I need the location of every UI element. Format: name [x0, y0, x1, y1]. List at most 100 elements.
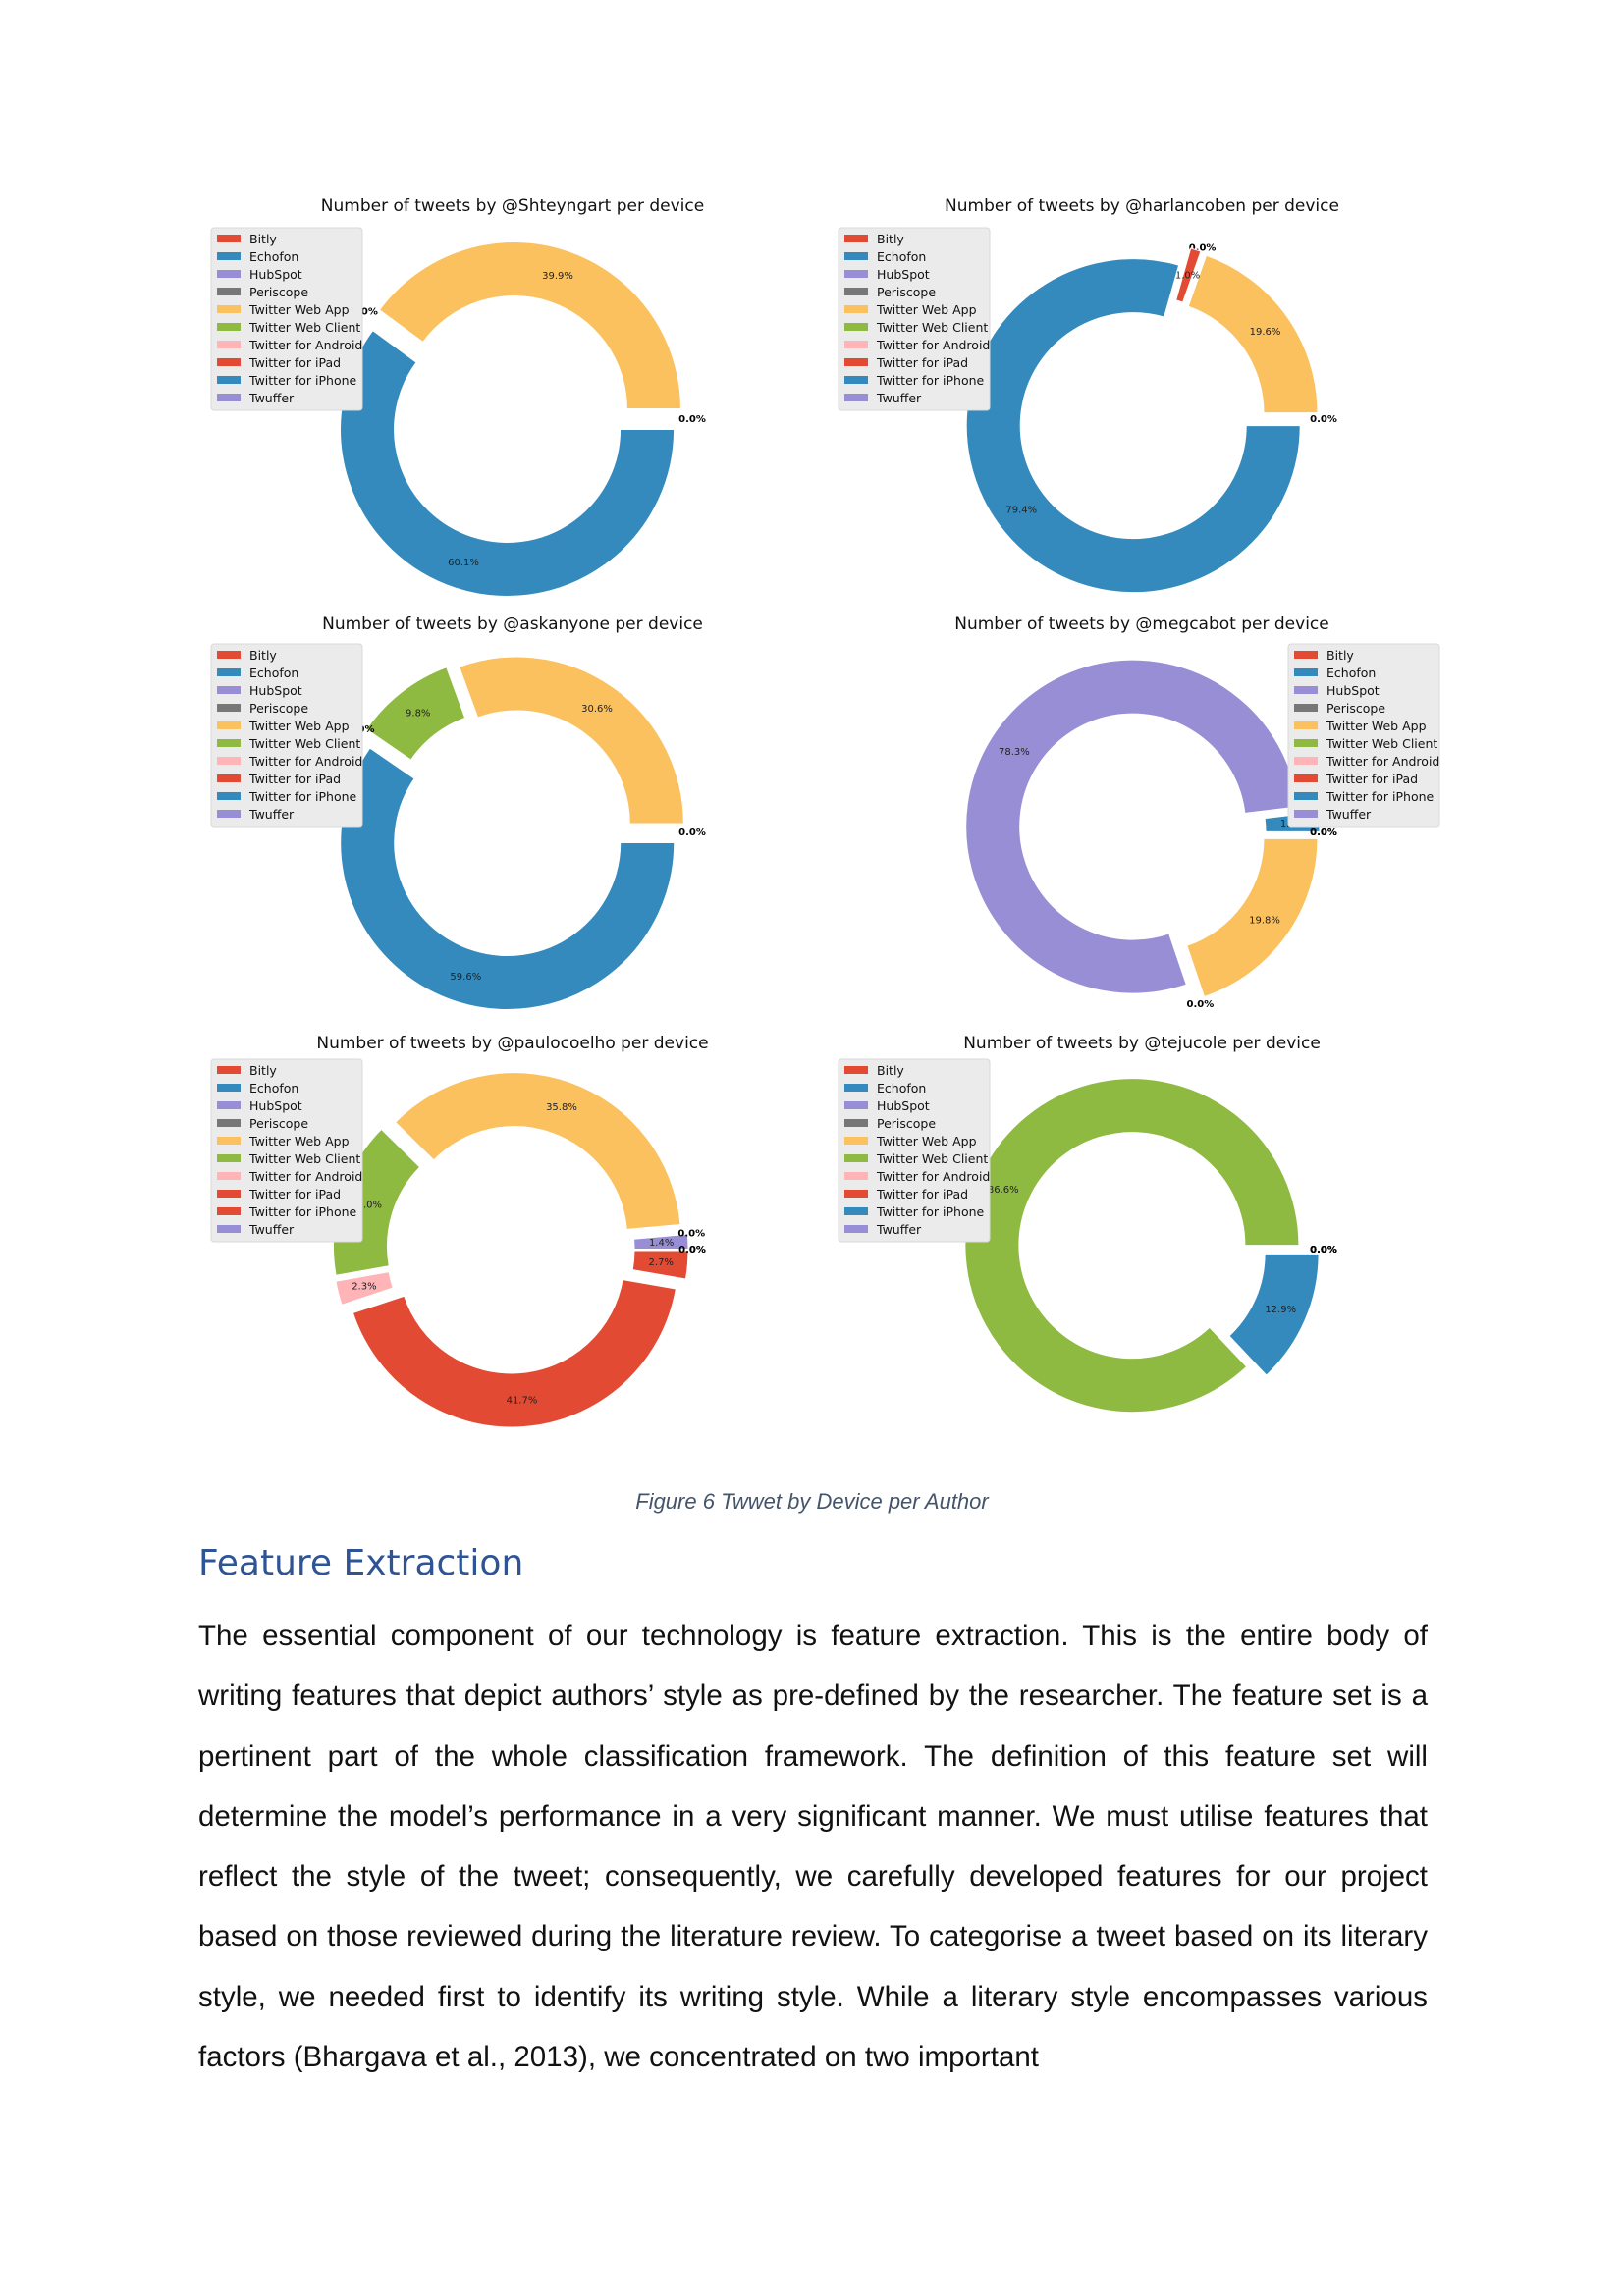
slice-percent-label: 19.8%: [1249, 916, 1280, 927]
legend-swatch: [217, 1154, 241, 1162]
legend-entry: Echofon: [1326, 666, 1376, 680]
legend-entry: Twitter Web Client: [876, 1151, 988, 1166]
legend-entry: Twuffer: [248, 1222, 295, 1237]
legend-swatch: [217, 288, 241, 295]
legend-entry: Twitter for iPhone: [1326, 789, 1435, 804]
legend-entry: Twitter for iPad: [248, 355, 341, 370]
legend-entry: Twitter Web App: [876, 302, 977, 317]
legend-swatch: [844, 394, 868, 401]
legend-entry: Twuffer: [876, 1222, 922, 1237]
donut-slice: [1187, 254, 1319, 414]
donut-slice: [631, 1250, 689, 1280]
legend-swatch: [844, 1066, 868, 1074]
legend-swatch: [844, 1154, 868, 1162]
legend-swatch: [217, 1172, 241, 1180]
legend-swatch: [217, 1084, 241, 1092]
chart-title: Number of tweets by @paulocoelho per dev…: [316, 1034, 708, 1053]
slice-percent-label: 59.6%: [450, 972, 481, 983]
legend-entry: Twitter Web App: [248, 302, 350, 317]
legend-swatch: [844, 1084, 868, 1092]
legend-entry: HubSpot: [249, 683, 302, 698]
legend-entry: Bitly: [249, 232, 277, 246]
legend-swatch: [844, 1207, 868, 1215]
legend-entry: Twitter Web App: [876, 1134, 977, 1148]
slice-percent-label: 0.0%: [678, 414, 706, 425]
chart-legend: Bitly Echofon HubSpot Periscope Twitter Web …: [838, 227, 991, 411]
legend-swatch: [844, 1137, 868, 1145]
legend-swatch: [844, 1119, 868, 1127]
legend-entry: Twitter for iPhone: [876, 1204, 985, 1219]
legend-entry: Twitter Web App: [248, 1134, 350, 1148]
donut-slice: [459, 656, 684, 825]
legend-swatch: [217, 721, 241, 729]
legend-entry: Twitter Web Client: [248, 1151, 360, 1166]
legend-swatch: [217, 704, 241, 712]
donut-slice: [365, 667, 466, 761]
legend-swatch: [844, 235, 868, 242]
slice-percent-label: 2.3%: [352, 1282, 376, 1293]
slice-percent-label: 1.4%: [649, 1238, 674, 1249]
legend-swatch: [217, 739, 241, 747]
chart-legend: Bitly Echofon HubSpot Periscope Twitter Web …: [210, 1058, 363, 1243]
legend-swatch: [844, 341, 868, 348]
legend-swatch: [217, 1190, 241, 1198]
slice-percent-label: 0.0%: [678, 1245, 706, 1255]
chart-legend: Bitly Echofon HubSpot Periscope Twitter Web …: [838, 1058, 991, 1243]
chart-legend: Bitly Echofon HubSpot Periscope Twitter Web …: [210, 643, 363, 828]
legend-entry: Twitter for iPhone: [876, 373, 985, 388]
legend-swatch: [217, 1207, 241, 1215]
slice-percent-label: 0.0%: [678, 828, 706, 838]
legend-swatch: [217, 270, 241, 278]
legend-entry: HubSpot: [249, 1098, 302, 1113]
chart-title: Number of tweets by @tejucole per device: [963, 1034, 1321, 1053]
slice-percent-label: 79.4%: [1005, 506, 1037, 516]
legend-frame: [838, 227, 991, 411]
legend-entry: Twuffer: [248, 391, 295, 405]
legend-entry: Twitter for iPad: [876, 1187, 968, 1201]
donut-slice: [378, 241, 681, 410]
legend-swatch: [844, 358, 868, 366]
legend-entry: Bitly: [877, 1063, 904, 1078]
slice-percent-label: 78.3%: [999, 747, 1030, 758]
legend-swatch: [844, 288, 868, 295]
legend-entry: Twitter for iPad: [1326, 772, 1418, 786]
donut-slice: [394, 1072, 681, 1230]
legend-entry: HubSpot: [877, 267, 930, 282]
figure-donut-charts: Number of tweets by @Shteyngart per devi…: [210, 196, 1440, 1428]
legend-entry: Bitly: [877, 232, 904, 246]
legend-swatch: [217, 1137, 241, 1145]
legend-entry: Twitter Web Client: [1326, 736, 1437, 751]
legend-entry: Periscope: [249, 1116, 308, 1131]
legend-swatch: [217, 1119, 241, 1127]
donut-chart-3: Number of tweets by @askanyone per devic…: [210, 614, 706, 1010]
donut-chart-1: Number of tweets by @Shteyngart per devi…: [210, 196, 706, 597]
slice-percent-label: 0.0%: [351, 306, 378, 317]
legend-entry: Echofon: [249, 666, 298, 680]
legend-frame: [838, 1058, 991, 1243]
slice-percent-label: 0.0%: [677, 1229, 705, 1240]
legend-entry: HubSpot: [1326, 683, 1380, 698]
chart-title: Number of tweets by @askanyone per devic…: [322, 614, 703, 634]
legend-swatch: [844, 1101, 868, 1109]
donut-chart-5: Number of tweets by @paulocoelho per dev…: [210, 1034, 709, 1428]
legend-entry: Periscope: [877, 1116, 936, 1131]
legend-swatch: [217, 235, 241, 242]
slice-percent-label: 39.9%: [542, 271, 573, 282]
slice-percent-label: 9.8%: [406, 708, 430, 719]
legend-entry: Twitter for Android: [876, 1169, 990, 1184]
legend-entry: Periscope: [249, 285, 308, 299]
legend-swatch: [1294, 686, 1318, 694]
legend-entry: Twitter for iPad: [248, 1187, 341, 1201]
legend-entry: Twuffer: [248, 807, 295, 822]
legend-swatch: [844, 1225, 868, 1233]
legend-entry: Twitter Web Client: [248, 320, 360, 335]
slice-percent-label: 0.0%: [678, 1245, 706, 1255]
legend-entry: Twitter for Android: [248, 754, 362, 769]
legend-swatch: [844, 1190, 868, 1198]
chart-title: Number of tweets by @harlancoben per dev…: [945, 196, 1339, 216]
legend-frame: [210, 227, 363, 411]
slice-percent-label: 1.0%: [1175, 270, 1200, 281]
legend-swatch: [1294, 651, 1318, 659]
legend-swatch: [844, 1172, 868, 1180]
legend-swatch: [217, 1066, 241, 1074]
